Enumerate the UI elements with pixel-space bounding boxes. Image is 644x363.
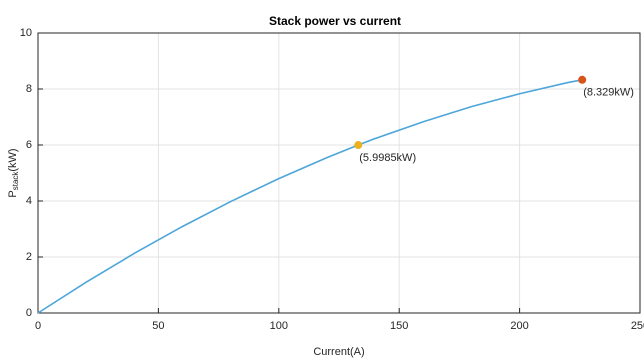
annotation-label: (5.9985kW): [359, 152, 416, 164]
y-label-unit: (kW): [7, 148, 19, 171]
y-tick-label: 0: [26, 307, 32, 319]
x-tick-label: 0: [35, 320, 41, 332]
y-label-symbol: P: [7, 190, 19, 197]
x-tick-label: 150: [390, 320, 408, 332]
plot-frame: [37, 32, 641, 314]
y-tick-label: 6: [26, 139, 32, 151]
x-tick-label: 250: [631, 320, 644, 332]
x-tick-label: 200: [510, 320, 528, 332]
x-tick-label: 50: [152, 320, 164, 332]
y-axis-label: Pstack(kW): [7, 148, 20, 197]
y-tick-label: 4: [26, 195, 32, 207]
y-tick-label: 2: [26, 251, 32, 263]
annotation-marker: [578, 75, 587, 84]
x-tick-label: 100: [270, 320, 288, 332]
annotation-label: (8.329kW): [583, 87, 634, 99]
y-tick-label: 10: [20, 27, 32, 39]
y-label-subscript: stack: [11, 171, 20, 191]
y-tick-label: 8: [26, 83, 32, 95]
annotation-marker: [354, 141, 363, 150]
chart-title: Stack power vs current: [269, 14, 401, 28]
data-line: [37, 79, 583, 314]
x-axis-label: Current(A): [313, 346, 364, 358]
